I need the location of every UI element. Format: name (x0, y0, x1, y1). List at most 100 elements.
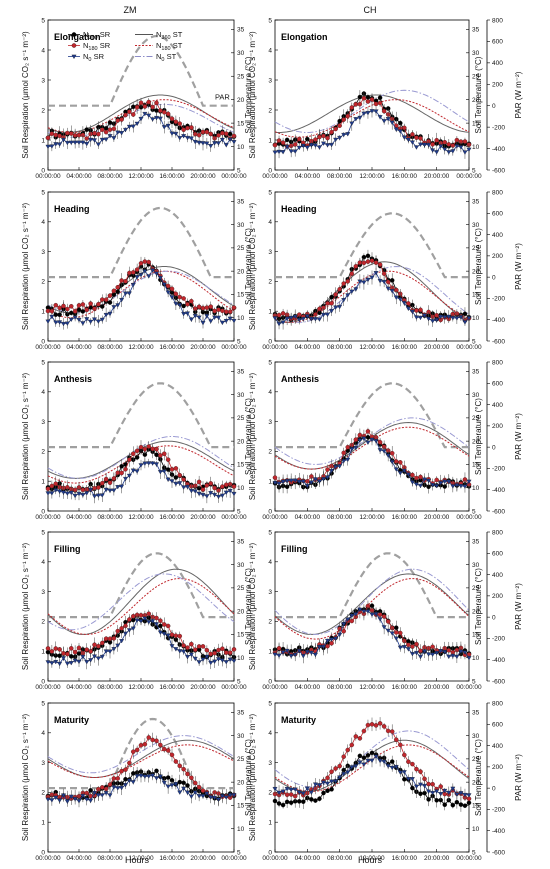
par-tick-label: 400 (492, 572, 503, 579)
st-line-n0 (47, 573, 235, 631)
sr-point-n180 (377, 721, 383, 726)
sr-point-n0 (397, 129, 403, 134)
sr-point-n180 (103, 297, 109, 302)
sr-point-n0 (337, 464, 343, 469)
sr-point-n180 (111, 288, 117, 294)
temp-axis-label: Soil Temperature (°C) (244, 398, 253, 475)
sr-point-n0 (107, 649, 113, 654)
sr-point-n180 (200, 129, 206, 135)
sr-point-n180 (69, 304, 74, 309)
sr-point-n180 (373, 723, 379, 728)
sr-point-n0 (434, 484, 440, 489)
sr-point-n0 (72, 493, 78, 499)
sr-point-n0 (157, 116, 163, 121)
sr-point-n180 (100, 297, 105, 302)
sr-point-n0 (393, 765, 399, 770)
sr-point-n180 (353, 264, 359, 269)
sr-point-n180 (418, 648, 423, 654)
sr-point-n0 (413, 482, 419, 487)
sr-point-n0 (442, 788, 448, 794)
par-axis-label: PAR (W m⁻²) (514, 413, 523, 460)
sr-point-n180 (434, 313, 439, 318)
sr-point-n180 (373, 260, 379, 265)
sr-tick-label: 2 (41, 790, 45, 797)
sr-point-n180 (357, 260, 363, 265)
par-tick-label: 0 (492, 103, 496, 110)
stage-label: Filling (281, 544, 308, 554)
sr-point-n0 (381, 625, 387, 630)
sr-point-n0 (329, 779, 335, 784)
sr-tick-label: 1 (41, 649, 45, 656)
sr-point-n0 (385, 453, 391, 458)
sr-point-n0 (304, 649, 310, 655)
par-tick-label: 0 (492, 785, 496, 792)
sr-point-n0 (169, 131, 175, 136)
sr-point-n0 (204, 791, 210, 796)
sr-point-n0 (284, 648, 290, 654)
sr-point-n0 (208, 319, 214, 324)
sr-point-n0 (276, 790, 282, 796)
sr-point-n0 (53, 488, 59, 493)
sr-point-n180 (181, 477, 186, 482)
temp-tick-label: 30 (472, 392, 480, 399)
sr-point-n0 (409, 480, 415, 485)
sr-point-n0 (308, 480, 314, 485)
sr-tick-label: 0 (268, 167, 272, 174)
sr-point-n0 (276, 653, 282, 658)
sr-point-n180 (165, 111, 171, 117)
sr-point-n180 (96, 485, 101, 490)
sr-point-n180 (349, 742, 355, 748)
sr-axis-label: Soil Respiration (μmol CO₂ s⁻¹ m⁻²) (248, 543, 257, 671)
sr-point-n0 (212, 492, 218, 498)
sr-point-n180 (111, 476, 117, 481)
sr-point-n0 (361, 111, 367, 116)
sr-point-n0 (111, 647, 117, 652)
x-tick-label: 08:00:00 (327, 344, 353, 351)
par-tick-label: 400 (492, 60, 503, 67)
sr-point-n0 (357, 115, 363, 121)
temp-tick-label: 30 (237, 733, 245, 740)
sr-point-n0 (321, 644, 326, 650)
sr-point-n180 (377, 100, 383, 106)
legend-label: N0 ST (156, 52, 177, 63)
sr-point-n0 (165, 290, 171, 295)
sr-point-n0 (458, 145, 464, 150)
par-tick-label: 600 (492, 211, 503, 218)
sr-point-n0 (150, 268, 156, 273)
sr-point-n0 (426, 652, 432, 657)
sr-point-n0 (304, 484, 310, 489)
sr-point-n0 (466, 147, 472, 152)
sr-point-n360 (181, 303, 186, 309)
sr-point-n360 (69, 654, 74, 659)
sr-point-n0 (272, 481, 278, 486)
sr-point-n180 (45, 486, 51, 492)
st-line-n0 (47, 735, 235, 774)
sr-point-n180 (100, 127, 105, 132)
st-line-n0 (47, 270, 235, 314)
sr-point-n0 (53, 795, 59, 801)
x-tick-label: 04:00:00 (295, 855, 321, 862)
sr-point-n0 (409, 777, 415, 782)
sr-tick-label: 1 (41, 479, 45, 486)
sr-point-n0 (130, 780, 136, 785)
sr-point-n0 (64, 799, 70, 804)
sr-point-n0 (212, 315, 218, 320)
sr-point-n0 (381, 759, 387, 765)
sr-point-n0 (57, 798, 63, 803)
x-tick-label: 20:00:00 (424, 855, 450, 862)
sr-point-n0 (381, 280, 387, 285)
sr-point-n180 (119, 470, 124, 476)
sr-point-n0 (413, 145, 419, 150)
x-tick-label: 08:00:00 (327, 514, 353, 521)
sr-point-n180 (57, 305, 62, 311)
sr-point-n360 (158, 623, 163, 629)
par-tick-label: -200 (492, 636, 505, 643)
sr-point-n180 (127, 617, 132, 622)
sr-point-n180 (365, 722, 371, 728)
sr-point-n0 (337, 632, 343, 638)
sr-point-n180 (341, 117, 346, 122)
sr-point-n180 (49, 131, 55, 136)
sr-point-n360 (84, 127, 90, 132)
sr-point-n0 (426, 789, 432, 794)
sr-point-n0 (76, 491, 82, 497)
